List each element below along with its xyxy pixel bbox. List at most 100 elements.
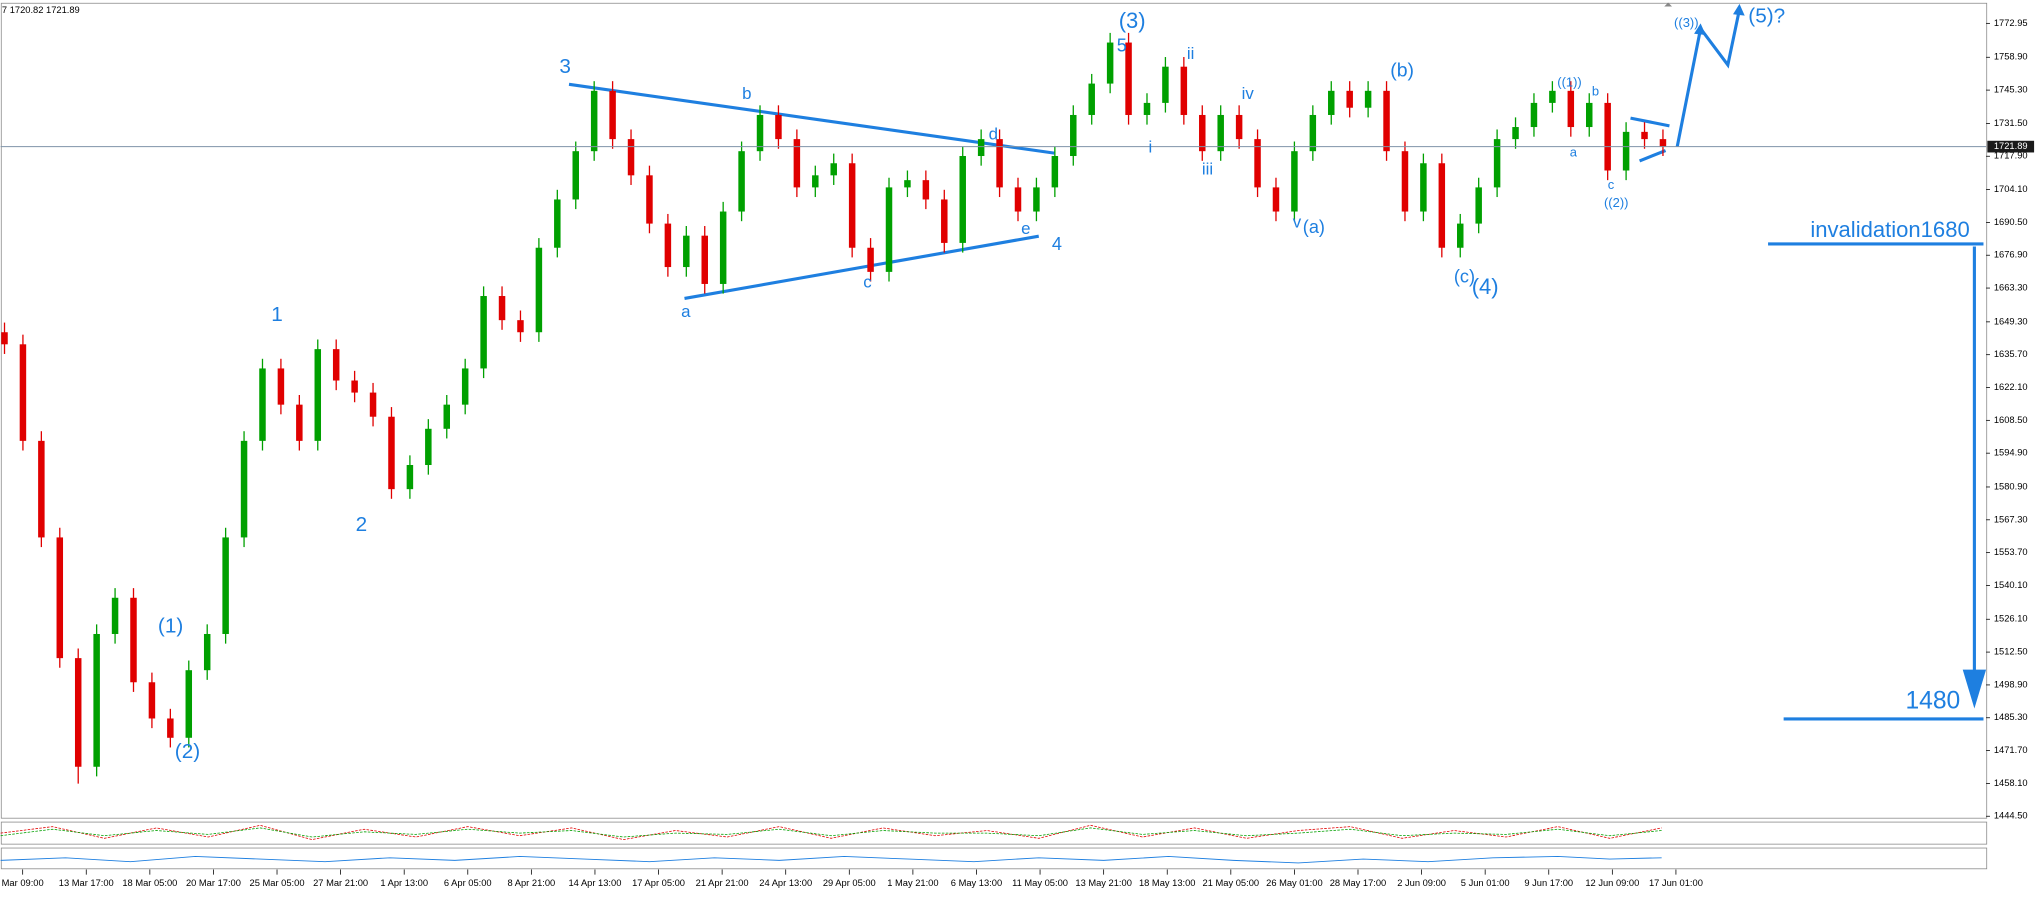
candle-body (406, 465, 414, 490)
x-tick-label: 29 Apr 05:00 (823, 878, 876, 888)
candle-body (369, 392, 377, 417)
candle-body (332, 349, 340, 381)
wave-label: c (1608, 177, 1615, 192)
candle-body (977, 139, 985, 157)
x-tick-label: 26 May 01:00 (1266, 878, 1323, 888)
x-tick-label: 6 Apr 05:00 (444, 878, 492, 888)
wave-label: (3) (1119, 8, 1146, 33)
wave-label: 5 (1117, 36, 1127, 56)
candle-body (480, 296, 487, 369)
candle-body (517, 320, 524, 333)
wave-label: (c) (1454, 267, 1475, 287)
x-tick-label: 27 Mar 21:00 (313, 878, 368, 888)
candle-body (351, 380, 358, 393)
candle-body (1328, 90, 1335, 115)
y-tick-label: 1704.10 (1994, 184, 2028, 194)
candle-body (498, 296, 506, 321)
x-tick-label: 17 Apr 05:00 (632, 878, 685, 888)
candle-body (1457, 223, 1464, 248)
candle-body (1549, 90, 1556, 103)
wave-label: a (681, 302, 691, 321)
candle-body (959, 156, 966, 243)
x-tick-label: 6 May 13:00 (951, 878, 1002, 888)
x-tick-label: 2 Jun 09:00 (1397, 878, 1446, 888)
last-price-box (1987, 140, 2035, 153)
wave-label: invalidation1680 (1810, 217, 1969, 242)
y-tick-label: 1758.90 (1994, 52, 2028, 62)
candle-body (1125, 42, 1132, 115)
candle-body (812, 175, 819, 188)
candle-body (38, 440, 45, 538)
candle-body (185, 670, 193, 738)
y-tick-label: 1622.10 (1994, 382, 2028, 392)
candle-body (1, 332, 8, 345)
candle-body (1604, 102, 1611, 171)
indicator-pane (0, 847, 1988, 870)
y-tick-label: 1772.95 (1994, 18, 2028, 28)
x-tick-label: 21 Apr 21:00 (696, 878, 749, 888)
y-tick-label: 1690.50 (1994, 217, 2028, 227)
candle-body (1309, 114, 1317, 152)
wave-label: 2 (356, 513, 368, 536)
candle-body (1364, 90, 1372, 108)
candle-body (627, 139, 635, 176)
wave-lines (568, 3, 1987, 721)
x-tick-label: Mar 09:00 (2, 878, 44, 888)
wave-label: (1) (158, 614, 183, 637)
y-tick-label: 1512.50 (1994, 647, 2028, 657)
candle-body (388, 416, 395, 490)
candle-body (1622, 131, 1630, 171)
candle-body (738, 151, 745, 212)
y-tick-label: 1526.10 (1994, 614, 2028, 624)
plot-frame (0, 2, 1988, 819)
candle-body (683, 235, 690, 268)
y-tick-label: 1553.70 (1994, 547, 2028, 557)
candle-body (1383, 90, 1390, 152)
x-tick-label: 1 Apr 13:00 (380, 878, 428, 888)
wave-label: v (1293, 213, 1302, 232)
y-tick-label: 1567.30 (1994, 514, 2028, 524)
candle-body (885, 187, 893, 272)
candle-body (130, 597, 137, 683)
candle-body (830, 163, 837, 176)
candle-body (74, 658, 82, 767)
candle-body (609, 90, 616, 140)
candle-body (277, 368, 285, 405)
candle-body (19, 344, 27, 441)
candle-body (1180, 66, 1188, 115)
candle-body (222, 537, 229, 634)
candle-body (535, 247, 543, 333)
x-tick-label: 5 Jun 01:00 (1461, 878, 1510, 888)
candle-body (93, 633, 100, 767)
x-tick-label: 11 May 05:00 (1012, 878, 1068, 888)
candle-body (443, 404, 451, 429)
shift-marker (1664, 2, 1673, 7)
wave-label: a (1570, 145, 1578, 160)
y-tick-label: 1717.90 (1994, 151, 2028, 161)
triangle-top (568, 82, 1055, 155)
wave-label: iv (1242, 84, 1255, 103)
projection-arrows (1694, 3, 1745, 36)
wave-label: c (863, 272, 871, 291)
wave-label: 1480 (1905, 688, 1960, 715)
wave-label: b (742, 84, 751, 103)
candle-body (664, 223, 672, 268)
y-tick-label: 1649.30 (1994, 316, 2028, 326)
y-tick-label: 1676.90 (1994, 250, 2028, 260)
wave-label: (2) (175, 740, 200, 763)
y-tick-label: 1458.10 (1994, 778, 2028, 788)
y-tick-label: 1444.50 (1994, 811, 2028, 821)
candle-body (1291, 151, 1298, 212)
wave-label: (a) (1303, 217, 1325, 237)
candle-body (1217, 114, 1224, 152)
y-tick-label: 1498.90 (1994, 679, 2028, 689)
candle-body (1585, 102, 1593, 128)
y-tick-label: 1608.50 (1994, 415, 2028, 425)
candle-body (1530, 102, 1538, 128)
y-tick-label: 1471.70 (1994, 745, 2028, 755)
candle-body (775, 114, 782, 140)
wave-label: ((1)) (1557, 74, 1582, 89)
last-price-label: 1721.89 (1994, 141, 2028, 151)
